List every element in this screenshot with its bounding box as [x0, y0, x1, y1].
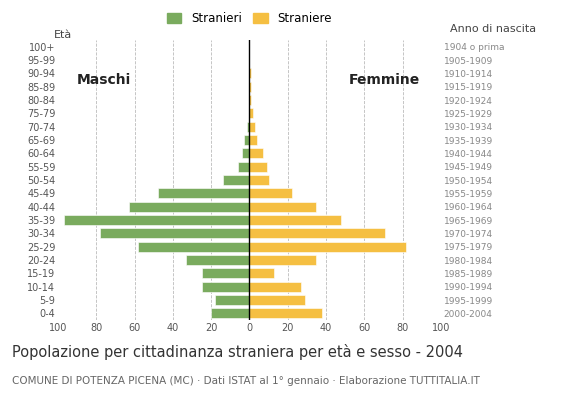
Bar: [249, 175, 269, 185]
Bar: [249, 122, 255, 132]
Bar: [186, 255, 249, 265]
Bar: [249, 135, 257, 145]
Bar: [249, 148, 263, 158]
Bar: [211, 308, 249, 318]
Bar: [215, 295, 249, 305]
Text: Maschi: Maschi: [77, 73, 132, 87]
Bar: [249, 255, 317, 265]
Bar: [249, 108, 253, 118]
Bar: [223, 175, 249, 185]
Bar: [249, 215, 341, 225]
Legend: Stranieri, Straniere: Stranieri, Straniere: [167, 12, 332, 25]
Bar: [249, 295, 305, 305]
Text: Anno di nascita: Anno di nascita: [450, 24, 535, 34]
Bar: [64, 215, 249, 225]
Bar: [158, 188, 249, 198]
Text: Età: Età: [54, 30, 72, 40]
Bar: [249, 162, 267, 172]
Text: COMUNE DI POTENZA PICENA (MC) · Dati ISTAT al 1° gennaio · Elaborazione TUTTITAL: COMUNE DI POTENZA PICENA (MC) · Dati IST…: [12, 376, 480, 386]
Bar: [202, 282, 249, 292]
Bar: [248, 122, 249, 132]
Text: Popolazione per cittadinanza straniera per età e sesso - 2004: Popolazione per cittadinanza straniera p…: [12, 344, 463, 360]
Bar: [249, 82, 251, 92]
Text: Femmine: Femmine: [349, 73, 420, 87]
Bar: [249, 282, 301, 292]
Bar: [249, 188, 292, 198]
Bar: [249, 95, 251, 105]
Bar: [249, 68, 251, 78]
Bar: [202, 268, 249, 278]
Bar: [244, 135, 249, 145]
Bar: [249, 268, 274, 278]
Bar: [249, 202, 317, 212]
Bar: [100, 228, 249, 238]
Bar: [249, 308, 322, 318]
Bar: [139, 242, 249, 252]
Bar: [129, 202, 249, 212]
Bar: [242, 148, 249, 158]
Bar: [238, 162, 249, 172]
Bar: [249, 242, 407, 252]
Bar: [249, 228, 385, 238]
